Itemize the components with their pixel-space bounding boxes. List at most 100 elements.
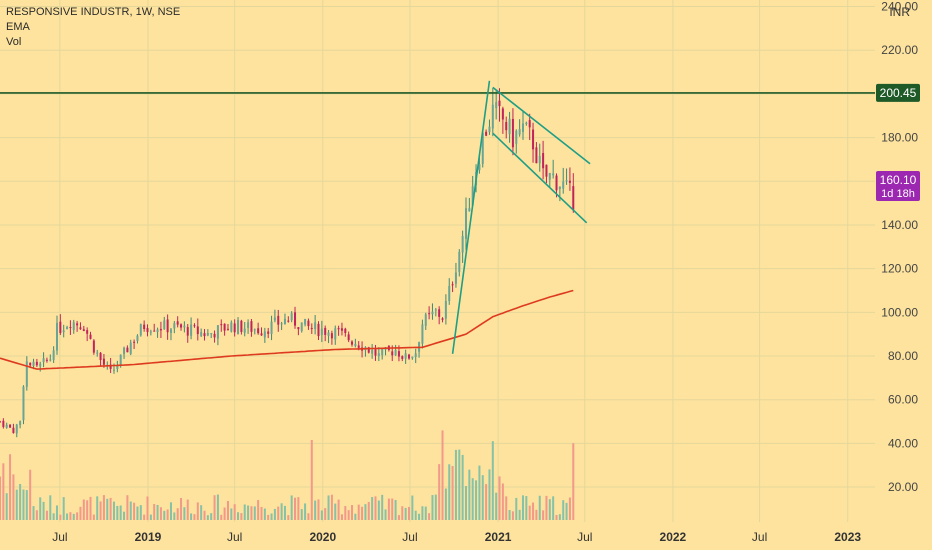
- candle-body: [76, 323, 79, 326]
- volume-bar: [475, 480, 478, 520]
- candle-body: [92, 340, 95, 353]
- volume-bar: [548, 499, 551, 520]
- candle-body: [2, 420, 5, 427]
- volume-bar: [112, 501, 115, 520]
- symbol-legend[interactable]: RESPONSIVE INDUSTR, 1W, NSE: [6, 6, 181, 18]
- candle-body: [461, 236, 464, 253]
- candle-body: [230, 322, 233, 332]
- candle-body: [176, 321, 179, 325]
- candle-body: [347, 334, 350, 341]
- volume-bar: [119, 505, 122, 520]
- volume-bar: [69, 512, 72, 520]
- candle-body: [240, 320, 243, 332]
- candle-body: [518, 128, 521, 135]
- x-tick-label: Jul: [577, 530, 592, 544]
- candle-body: [72, 322, 75, 330]
- candle-body: [237, 320, 240, 334]
- volume-bar: [220, 514, 223, 520]
- volume-bar: [304, 503, 307, 520]
- volume-bar: [143, 514, 146, 520]
- volume-bar: [59, 514, 62, 520]
- candle-body: [485, 131, 488, 136]
- candle-body: [294, 312, 297, 326]
- candle-body: [32, 361, 35, 366]
- volume-bar: [478, 465, 481, 520]
- volume-bar: [354, 513, 357, 520]
- candle-body: [99, 352, 102, 361]
- volume-bar: [384, 509, 387, 520]
- x-tick-label: Jul: [227, 530, 242, 544]
- candle-body: [521, 123, 524, 133]
- candle-body: [511, 118, 514, 148]
- volume-bar: [377, 500, 380, 520]
- volume-bar: [498, 476, 501, 520]
- bar-countdown: 1d 18h: [881, 188, 915, 200]
- volume-bar: [324, 508, 327, 520]
- candle-body: [434, 309, 437, 311]
- volume-bar: [89, 496, 92, 520]
- y-tick-label: 80.00: [888, 349, 918, 363]
- candle-body: [102, 358, 105, 365]
- candle-body: [116, 366, 119, 369]
- volume-bar: [19, 483, 22, 520]
- volume-bar: [330, 494, 333, 520]
- volume-bar: [267, 514, 270, 520]
- volume-bar: [66, 513, 69, 520]
- volume-bar: [139, 505, 142, 520]
- volume-bar: [186, 499, 189, 520]
- volume-bar: [25, 490, 28, 520]
- volume-bar: [243, 504, 246, 520]
- candle-body: [367, 347, 370, 353]
- candle-body: [267, 331, 270, 334]
- volume-bar: [159, 507, 162, 520]
- volume-bar: [86, 500, 89, 520]
- candle-body: [334, 328, 337, 340]
- drawn-annotations[interactable]: [0, 80, 875, 354]
- candle-body: [501, 108, 504, 120]
- volume-bar: [163, 510, 166, 520]
- grid: [0, 0, 875, 522]
- candle-body: [488, 126, 491, 133]
- volume-bar: [29, 469, 32, 520]
- candle-body: [12, 427, 15, 433]
- candle-body: [404, 353, 407, 359]
- trendline: [492, 132, 588, 224]
- candle-body: [15, 424, 18, 434]
- y-tick-label: 40.00: [888, 436, 918, 450]
- candle-body: [223, 323, 226, 331]
- volume-bar: [307, 513, 310, 520]
- volume-bar: [424, 506, 427, 520]
- candle-body: [401, 356, 404, 359]
- volume-bar: [532, 502, 535, 520]
- candle-body: [287, 320, 290, 322]
- y-tick-label: 180.00: [881, 131, 918, 145]
- volume-bar: [515, 497, 518, 520]
- candle-body: [112, 369, 115, 371]
- volume-bar: [351, 505, 354, 520]
- volume-bar: [344, 506, 347, 520]
- candle-body: [297, 327, 300, 330]
- ema-legend[interactable]: EMA: [6, 21, 30, 33]
- volume-bar: [364, 504, 367, 520]
- volume-bar: [263, 508, 266, 520]
- candle-body: [304, 319, 307, 325]
- volume-bar: [176, 508, 179, 520]
- candle-body: [394, 349, 397, 356]
- candle-body: [29, 362, 32, 366]
- volume-legend[interactable]: Vol: [6, 36, 22, 48]
- volume-bar: [451, 465, 454, 520]
- volume-bar: [555, 514, 558, 520]
- candle-body: [260, 333, 263, 336]
- volume-bar: [2, 463, 5, 520]
- candle-body: [139, 324, 142, 336]
- y-tick-label: 20.00: [888, 480, 918, 494]
- candle-body: [374, 349, 377, 356]
- volume-bar: [247, 505, 250, 520]
- volume-bar: [371, 497, 374, 520]
- volume-bar: [381, 494, 384, 520]
- volume-bar: [300, 509, 303, 520]
- candle-body: [0, 421, 2, 423]
- volume-bar: [444, 488, 447, 520]
